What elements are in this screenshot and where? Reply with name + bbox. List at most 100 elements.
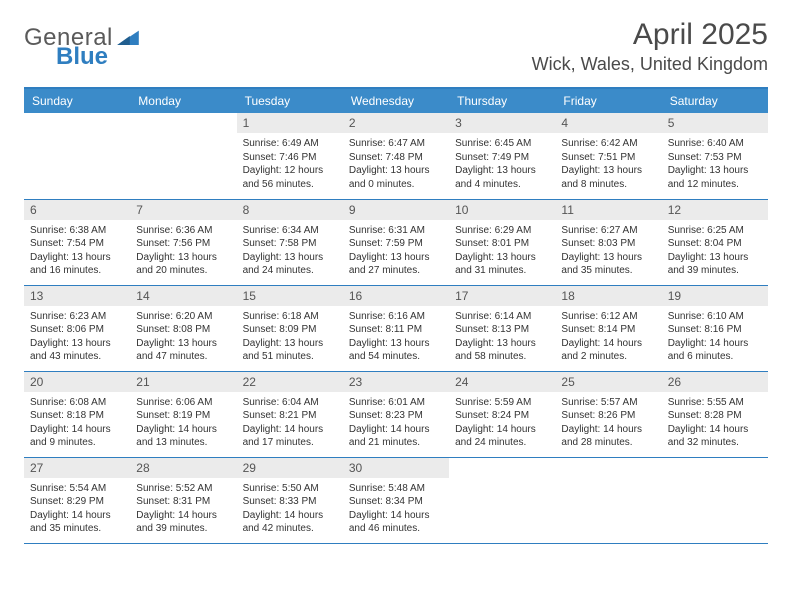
calendar-row: 6Sunrise: 6:38 AMSunset: 7:54 PMDaylight…: [24, 199, 768, 285]
calendar-cell: 15Sunrise: 6:18 AMSunset: 8:09 PMDayligh…: [237, 285, 343, 371]
day-details: Sunrise: 6:20 AMSunset: 8:08 PMDaylight:…: [130, 306, 236, 368]
calendar-body: 1Sunrise: 6:49 AMSunset: 7:46 PMDaylight…: [24, 113, 768, 543]
calendar-cell: 5Sunrise: 6:40 AMSunset: 7:53 PMDaylight…: [662, 113, 768, 199]
day-details: Sunrise: 6:10 AMSunset: 8:16 PMDaylight:…: [662, 306, 768, 368]
day-details: Sunrise: 5:55 AMSunset: 8:28 PMDaylight:…: [662, 392, 768, 454]
day-details: Sunrise: 6:04 AMSunset: 8:21 PMDaylight:…: [237, 392, 343, 454]
weekday-header: Saturday: [662, 88, 768, 113]
day-number: 16: [343, 286, 449, 306]
day-number: 2: [343, 113, 449, 133]
day-number: 17: [449, 286, 555, 306]
day-details: Sunrise: 6:29 AMSunset: 8:01 PMDaylight:…: [449, 220, 555, 282]
calendar-cell: 17Sunrise: 6:14 AMSunset: 8:13 PMDayligh…: [449, 285, 555, 371]
calendar-cell: 14Sunrise: 6:20 AMSunset: 8:08 PMDayligh…: [130, 285, 236, 371]
calendar-cell: 18Sunrise: 6:12 AMSunset: 8:14 PMDayligh…: [555, 285, 661, 371]
weekday-header: Thursday: [449, 88, 555, 113]
day-number: 12: [662, 200, 768, 220]
day-number: 26: [662, 372, 768, 392]
title-block: April 2025 Wick, Wales, United Kingdom: [532, 18, 768, 75]
day-number: 5: [662, 113, 768, 133]
calendar-cell: [130, 113, 236, 199]
calendar-cell: 11Sunrise: 6:27 AMSunset: 8:03 PMDayligh…: [555, 199, 661, 285]
day-details: Sunrise: 6:36 AMSunset: 7:56 PMDaylight:…: [130, 220, 236, 282]
day-number: 6: [24, 200, 130, 220]
day-details: Sunrise: 6:31 AMSunset: 7:59 PMDaylight:…: [343, 220, 449, 282]
day-number: 29: [237, 458, 343, 478]
day-number: 18: [555, 286, 661, 306]
calendar-cell: 27Sunrise: 5:54 AMSunset: 8:29 PMDayligh…: [24, 457, 130, 543]
calendar-cell: 8Sunrise: 6:34 AMSunset: 7:58 PMDaylight…: [237, 199, 343, 285]
header: General April 2025 Wick, Wales, United K…: [24, 18, 768, 75]
day-details: Sunrise: 6:34 AMSunset: 7:58 PMDaylight:…: [237, 220, 343, 282]
calendar-row: 27Sunrise: 5:54 AMSunset: 8:29 PMDayligh…: [24, 457, 768, 543]
day-number: 9: [343, 200, 449, 220]
day-number: 24: [449, 372, 555, 392]
brand-word2: Blue: [56, 43, 108, 71]
calendar-cell: 26Sunrise: 5:55 AMSunset: 8:28 PMDayligh…: [662, 371, 768, 457]
calendar-cell: 12Sunrise: 6:25 AMSunset: 8:04 PMDayligh…: [662, 199, 768, 285]
calendar-row: 20Sunrise: 6:08 AMSunset: 8:18 PMDayligh…: [24, 371, 768, 457]
day-details: Sunrise: 6:01 AMSunset: 8:23 PMDaylight:…: [343, 392, 449, 454]
day-number: 14: [130, 286, 236, 306]
day-number: 28: [130, 458, 236, 478]
day-number: 8: [237, 200, 343, 220]
calendar-cell: 2Sunrise: 6:47 AMSunset: 7:48 PMDaylight…: [343, 113, 449, 199]
calendar-table: SundayMondayTuesdayWednesdayThursdayFrid…: [24, 87, 768, 544]
day-details: Sunrise: 6:27 AMSunset: 8:03 PMDaylight:…: [555, 220, 661, 282]
weekday-header: Tuesday: [237, 88, 343, 113]
calendar-cell: 9Sunrise: 6:31 AMSunset: 7:59 PMDaylight…: [343, 199, 449, 285]
calendar-cell: [449, 457, 555, 543]
calendar-cell: 21Sunrise: 6:06 AMSunset: 8:19 PMDayligh…: [130, 371, 236, 457]
calendar-cell: 16Sunrise: 6:16 AMSunset: 8:11 PMDayligh…: [343, 285, 449, 371]
day-details: Sunrise: 6:18 AMSunset: 8:09 PMDaylight:…: [237, 306, 343, 368]
day-number: 21: [130, 372, 236, 392]
day-details: Sunrise: 6:16 AMSunset: 8:11 PMDaylight:…: [343, 306, 449, 368]
calendar-cell: 30Sunrise: 5:48 AMSunset: 8:34 PMDayligh…: [343, 457, 449, 543]
calendar-cell: 4Sunrise: 6:42 AMSunset: 7:51 PMDaylight…: [555, 113, 661, 199]
calendar-cell: [555, 457, 661, 543]
day-number: 1: [237, 113, 343, 133]
day-number: 13: [24, 286, 130, 306]
day-details: Sunrise: 6:42 AMSunset: 7:51 PMDaylight:…: [555, 133, 661, 195]
day-details: Sunrise: 5:57 AMSunset: 8:26 PMDaylight:…: [555, 392, 661, 454]
calendar-cell: 25Sunrise: 5:57 AMSunset: 8:26 PMDayligh…: [555, 371, 661, 457]
calendar-cell: [662, 457, 768, 543]
day-number: 15: [237, 286, 343, 306]
calendar-cell: 29Sunrise: 5:50 AMSunset: 8:33 PMDayligh…: [237, 457, 343, 543]
day-details: Sunrise: 6:25 AMSunset: 8:04 PMDaylight:…: [662, 220, 768, 282]
weekday-header: Monday: [130, 88, 236, 113]
day-number: 30: [343, 458, 449, 478]
day-number: 4: [555, 113, 661, 133]
day-details: Sunrise: 6:06 AMSunset: 8:19 PMDaylight:…: [130, 392, 236, 454]
day-number: 10: [449, 200, 555, 220]
day-details: Sunrise: 6:38 AMSunset: 7:54 PMDaylight:…: [24, 220, 130, 282]
day-number: 27: [24, 458, 130, 478]
calendar-cell: 10Sunrise: 6:29 AMSunset: 8:01 PMDayligh…: [449, 199, 555, 285]
calendar-header-row: SundayMondayTuesdayWednesdayThursdayFrid…: [24, 88, 768, 113]
day-number: 19: [662, 286, 768, 306]
day-number: 25: [555, 372, 661, 392]
weekday-header: Wednesday: [343, 88, 449, 113]
calendar-cell: [24, 113, 130, 199]
day-details: Sunrise: 5:48 AMSunset: 8:34 PMDaylight:…: [343, 478, 449, 540]
calendar-cell: 24Sunrise: 5:59 AMSunset: 8:24 PMDayligh…: [449, 371, 555, 457]
day-details: Sunrise: 6:14 AMSunset: 8:13 PMDaylight:…: [449, 306, 555, 368]
day-number: 23: [343, 372, 449, 392]
page: General April 2025 Wick, Wales, United K…: [0, 0, 792, 554]
day-details: Sunrise: 5:50 AMSunset: 8:33 PMDaylight:…: [237, 478, 343, 540]
calendar-cell: 3Sunrise: 6:45 AMSunset: 7:49 PMDaylight…: [449, 113, 555, 199]
day-details: Sunrise: 6:08 AMSunset: 8:18 PMDaylight:…: [24, 392, 130, 454]
calendar-cell: 7Sunrise: 6:36 AMSunset: 7:56 PMDaylight…: [130, 199, 236, 285]
location: Wick, Wales, United Kingdom: [532, 54, 768, 75]
day-number: 3: [449, 113, 555, 133]
calendar-row: 1Sunrise: 6:49 AMSunset: 7:46 PMDaylight…: [24, 113, 768, 199]
day-details: Sunrise: 6:47 AMSunset: 7:48 PMDaylight:…: [343, 133, 449, 195]
logo-triangle-icon: [117, 27, 139, 45]
calendar-cell: 28Sunrise: 5:52 AMSunset: 8:31 PMDayligh…: [130, 457, 236, 543]
calendar-cell: 20Sunrise: 6:08 AMSunset: 8:18 PMDayligh…: [24, 371, 130, 457]
weekday-header: Friday: [555, 88, 661, 113]
day-details: Sunrise: 6:12 AMSunset: 8:14 PMDaylight:…: [555, 306, 661, 368]
calendar-cell: 22Sunrise: 6:04 AMSunset: 8:21 PMDayligh…: [237, 371, 343, 457]
day-number: 20: [24, 372, 130, 392]
calendar-cell: 1Sunrise: 6:49 AMSunset: 7:46 PMDaylight…: [237, 113, 343, 199]
